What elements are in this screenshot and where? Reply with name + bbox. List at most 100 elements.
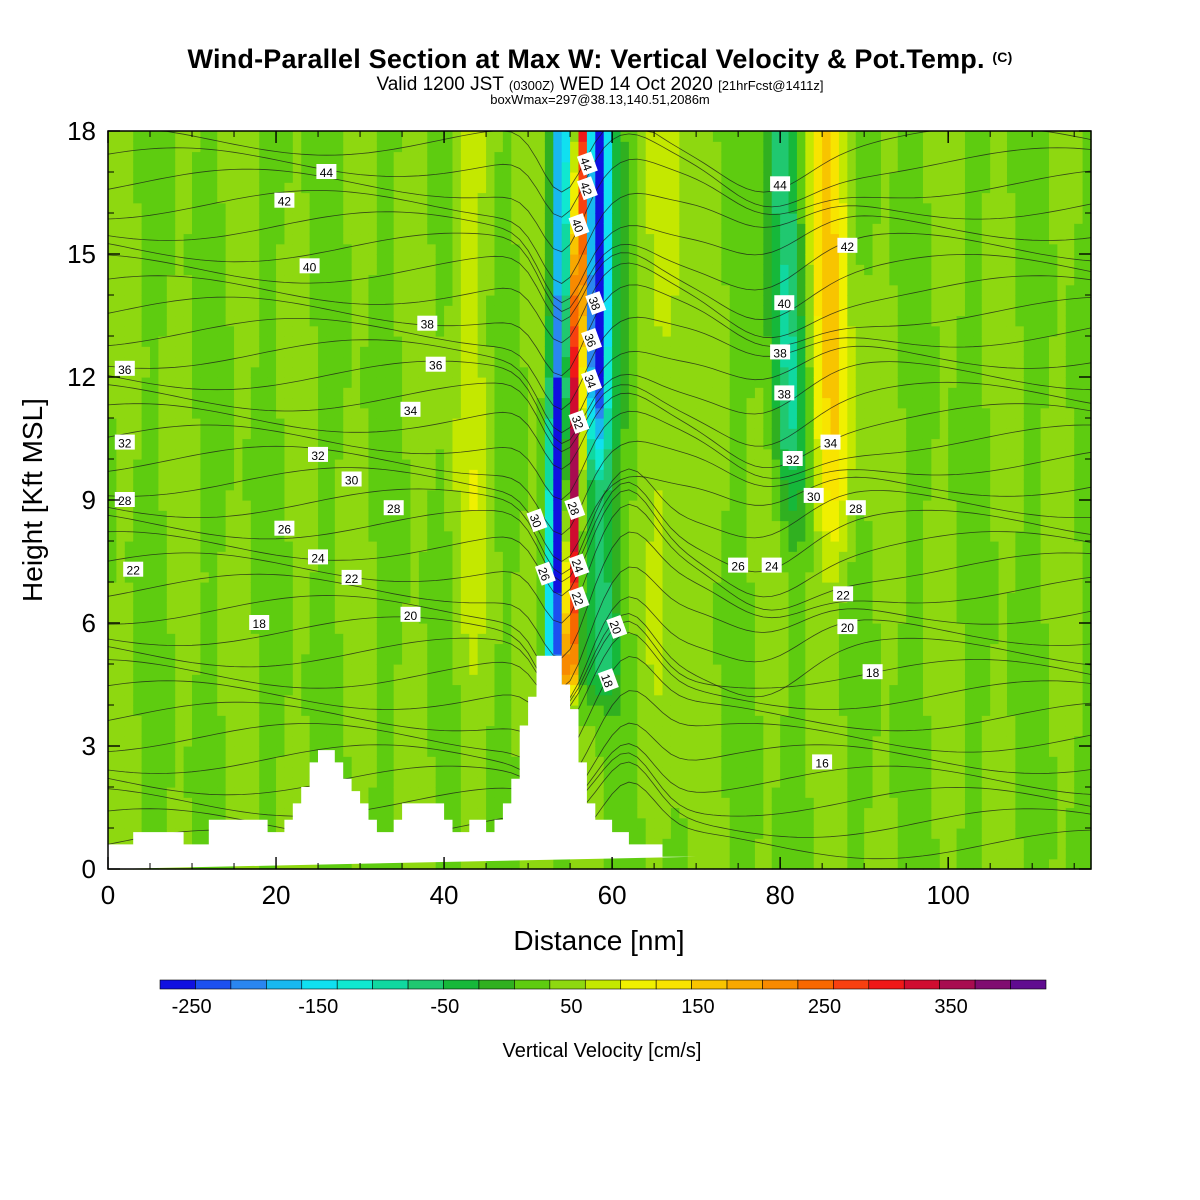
w-cell xyxy=(267,623,277,634)
w-cell xyxy=(570,643,580,655)
w-cell xyxy=(326,264,336,276)
w-cell xyxy=(435,664,445,675)
w-cell xyxy=(259,387,269,399)
w-cell xyxy=(351,694,361,706)
w-cell xyxy=(334,510,344,522)
w-cell xyxy=(452,284,462,296)
w-cell xyxy=(553,541,563,552)
w-cell xyxy=(620,141,630,153)
w-cell xyxy=(477,428,487,440)
w-cell xyxy=(435,448,445,460)
w-cell xyxy=(410,561,420,573)
w-cell xyxy=(192,387,202,399)
w-cell xyxy=(166,448,176,460)
w-cell xyxy=(334,295,344,306)
w-cell xyxy=(192,161,202,173)
w-cell xyxy=(486,571,496,583)
w-cell xyxy=(351,592,361,604)
w-cell xyxy=(402,715,412,727)
w-cell xyxy=(494,295,504,306)
w-cell xyxy=(368,418,378,429)
w-cell xyxy=(494,325,504,337)
w-cell xyxy=(276,377,286,388)
w-cell xyxy=(570,346,580,358)
w-cell xyxy=(393,530,403,542)
w-cell xyxy=(444,346,454,358)
w-cell xyxy=(183,828,193,839)
w-cell xyxy=(477,254,487,265)
w-cell xyxy=(343,274,353,286)
w-cell xyxy=(250,407,260,419)
w-cell xyxy=(166,756,176,768)
w-cell xyxy=(309,233,319,245)
w-cell xyxy=(469,643,479,655)
w-cell xyxy=(570,858,580,870)
w-cell xyxy=(679,705,689,716)
w-cell xyxy=(301,766,311,778)
w-cell xyxy=(460,264,470,276)
w-cell xyxy=(654,705,664,716)
w-cell xyxy=(544,530,554,542)
w-cell xyxy=(561,858,571,870)
w-cell xyxy=(670,489,680,501)
w-cell xyxy=(679,141,689,153)
w-cell xyxy=(494,858,504,870)
w-cell xyxy=(334,448,344,460)
w-cell xyxy=(536,612,546,624)
w-cell xyxy=(124,602,134,614)
w-cell xyxy=(620,776,630,788)
w-cell xyxy=(444,284,454,296)
w-cell xyxy=(301,489,311,501)
w-cell xyxy=(570,284,580,296)
w-cell xyxy=(502,643,512,655)
w-cell xyxy=(158,612,168,624)
w-cell xyxy=(637,274,647,286)
w-cell xyxy=(393,664,403,675)
w-cell xyxy=(444,797,454,809)
w-cell xyxy=(334,612,344,624)
w-cell xyxy=(158,161,168,173)
w-cell xyxy=(511,407,521,419)
w-cell xyxy=(326,715,336,727)
w-cell xyxy=(108,448,118,460)
w-cell xyxy=(200,223,210,235)
w-cell xyxy=(595,530,605,542)
w-cell xyxy=(452,602,462,614)
w-cell xyxy=(637,469,647,481)
w-cell xyxy=(578,459,588,470)
w-cell xyxy=(276,336,286,347)
w-cell xyxy=(553,469,563,481)
w-cell xyxy=(150,766,160,778)
w-cell xyxy=(217,776,227,788)
w-cell xyxy=(318,202,328,214)
w-cell xyxy=(402,387,412,399)
w-cell xyxy=(603,766,613,778)
w-cell xyxy=(318,377,328,388)
w-cell xyxy=(334,407,344,419)
w-cell xyxy=(150,479,160,491)
w-cell xyxy=(192,202,202,214)
w-cell xyxy=(603,315,613,327)
w-cell xyxy=(502,776,512,788)
w-cell xyxy=(586,735,596,747)
w-cell xyxy=(292,274,302,286)
w-cell xyxy=(234,233,244,245)
w-cell xyxy=(292,653,302,665)
w-cell xyxy=(460,551,470,563)
w-cell xyxy=(654,366,664,378)
w-cell xyxy=(511,336,521,347)
w-cell xyxy=(183,756,193,768)
w-cell xyxy=(628,571,638,583)
w-cell xyxy=(544,489,554,501)
w-cell xyxy=(292,182,302,194)
w-cell xyxy=(477,243,487,255)
w-cell xyxy=(536,623,546,634)
w-cell xyxy=(208,459,218,470)
w-cell xyxy=(368,571,378,583)
w-cell xyxy=(603,459,613,470)
w-cell xyxy=(519,377,529,388)
w-cell xyxy=(427,151,437,163)
w-cell xyxy=(217,746,227,757)
w-cell xyxy=(645,305,655,317)
w-cell xyxy=(654,387,664,399)
